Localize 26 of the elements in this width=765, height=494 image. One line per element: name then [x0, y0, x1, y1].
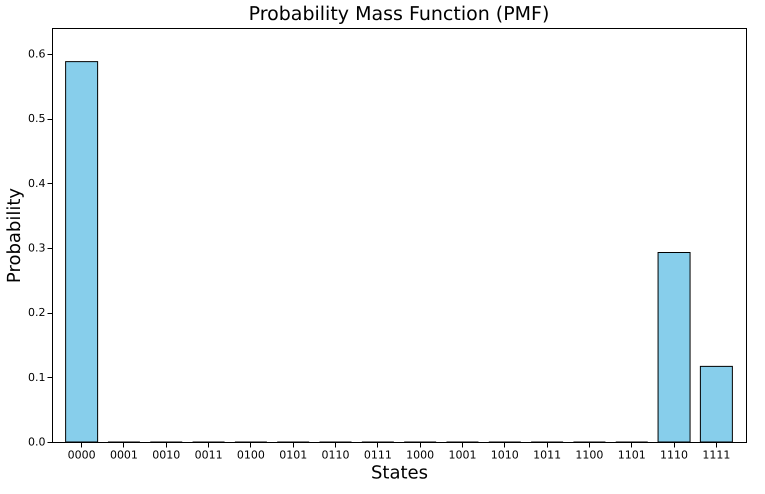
x-tick-label: 0010 [152, 448, 180, 462]
x-tick-label: 1100 [575, 448, 604, 462]
y-tick-label: 0.0 [28, 436, 46, 448]
x-tick-label: 0001 [110, 448, 138, 462]
x-tick-label: 1000 [406, 448, 434, 462]
y-tick-label: 0.6 [28, 47, 46, 60]
y-tick-label: 0.5 [28, 112, 46, 126]
x-tick-label: 0011 [194, 448, 223, 462]
x-tick-label: 0111 [364, 448, 392, 462]
x-tick-label: 1101 [618, 448, 646, 462]
x-tick-label: 1001 [448, 448, 476, 462]
x-tick-label: 1011 [533, 448, 562, 462]
x-tick-label: 1111 [702, 448, 730, 462]
y-tick-label: 0.4 [28, 176, 46, 190]
y-tick-label: 0.1 [28, 370, 46, 384]
chart-title: Probability Mass Function (PMF) [248, 3, 550, 25]
x-tick-label: 1110 [660, 448, 688, 462]
y-tick-label: 0.2 [28, 306, 46, 320]
x-tick-label: 1010 [490, 448, 519, 462]
x-tick-label: 0101 [279, 448, 308, 462]
x-axis-title: States [370, 462, 428, 484]
y-axis-title: Probability [4, 188, 26, 284]
x-tick-label: 0000 [68, 448, 96, 462]
y-tick-label: 0.3 [28, 241, 46, 254]
x-tick-label: 0110 [322, 448, 350, 462]
x-tick-label: 0100 [236, 448, 265, 462]
